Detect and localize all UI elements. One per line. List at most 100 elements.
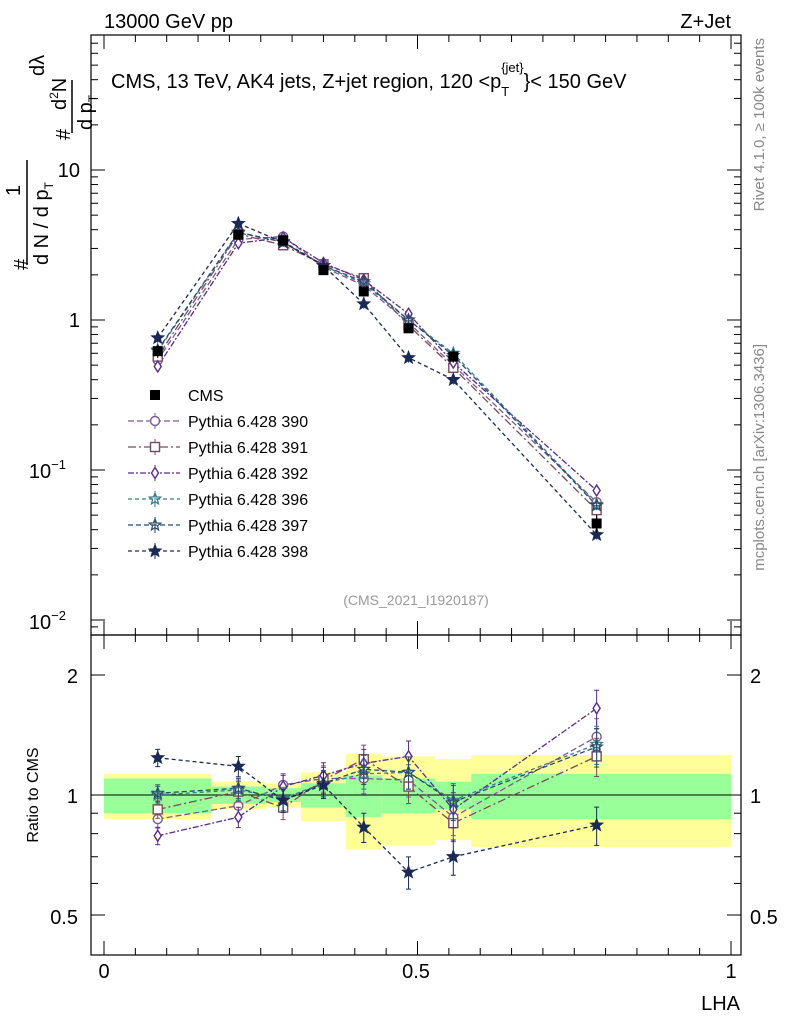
ratio-line-p391 bbox=[157, 755, 597, 824]
ylabel-den-text: d N / d p bbox=[31, 189, 53, 265]
ratio-point-p398 bbox=[356, 819, 372, 834]
series-line-p392 bbox=[157, 236, 598, 491]
legend-label-cms: CMS bbox=[188, 388, 224, 405]
ratio-band-stat bbox=[471, 773, 731, 820]
series-line-p397 bbox=[157, 231, 598, 506]
ratio-plot-content bbox=[91, 689, 741, 890]
ylabel-num-n: N bbox=[49, 78, 71, 92]
ylabel-dlambda: dλ bbox=[27, 55, 49, 76]
legend-label-p392: Pythia 6.428 392 bbox=[188, 466, 308, 483]
ratio-tick-label-2-right: 2 bbox=[750, 666, 761, 688]
ratio-point-p397 bbox=[231, 780, 246, 795]
xlabel: LHA bbox=[701, 993, 741, 1015]
cms-point bbox=[403, 323, 414, 334]
legend: CMS Pythia 6.428 390 Pythia 6.428 391 Pythi… bbox=[128, 388, 308, 561]
legend-label-p397: Pythia 6.428 397 bbox=[188, 518, 308, 535]
cms-point bbox=[233, 229, 244, 240]
x-ticks bbox=[103, 35, 732, 955]
cms-point bbox=[152, 346, 163, 357]
ylabel-num-d: d bbox=[49, 99, 71, 110]
mcplots-label: mcplots.cern.ch [arXiv:1306.3436] bbox=[751, 344, 768, 571]
ratio-y-ticks bbox=[91, 674, 741, 916]
x-tick-label-0: 0 bbox=[98, 961, 109, 983]
ylabel-den-sub: T bbox=[42, 181, 56, 189]
legend-label-p390: Pythia 6.428 390 bbox=[188, 414, 308, 431]
legend-marker-p390 bbox=[149, 415, 161, 427]
main-plot-content bbox=[150, 215, 605, 542]
ratio-plot: 2 1 0.5 2 1 0.5 0 0.5 1 bbox=[50, 35, 778, 983]
ratio-point-p392 bbox=[234, 810, 243, 824]
ylabel-den2-text: d p bbox=[75, 102, 97, 130]
ylabel-den: d N / d pT bbox=[31, 181, 56, 265]
ratio-ylabel: Ratio to CMS bbox=[25, 747, 42, 842]
plot-title-end: }< 150 GeV bbox=[524, 71, 628, 93]
ratio-tick-label-0.5: 0.5 bbox=[50, 907, 78, 929]
main-tick-label-0.01-base: 10 bbox=[29, 612, 51, 634]
point-p397 bbox=[589, 497, 604, 512]
ratio-point-p397 bbox=[589, 739, 604, 754]
ratio-point-p391 bbox=[152, 804, 163, 815]
main-tick-label-0.1-base: 10 bbox=[29, 461, 51, 483]
legend-marker-p396 bbox=[147, 491, 163, 506]
ratio-tick-label-2: 2 bbox=[67, 666, 78, 688]
point-p392 bbox=[234, 236, 243, 251]
legend-label-p391: Pythia 6.428 391 bbox=[188, 440, 308, 457]
ratio-point-p392 bbox=[153, 829, 163, 843]
legend-label-p396: Pythia 6.428 396 bbox=[188, 492, 308, 509]
ylabel-hash1: # bbox=[11, 258, 33, 270]
legend-marker-p391 bbox=[149, 441, 161, 453]
plot-title-sup: {jet} bbox=[501, 60, 524, 75]
x-tick-label-0.5: 0.5 bbox=[402, 961, 430, 983]
ratio-point-p397 bbox=[401, 764, 416, 779]
cms-point bbox=[318, 265, 329, 276]
ratio-point-p398 bbox=[589, 817, 605, 832]
point-p398 bbox=[230, 215, 246, 230]
main-plot: 10 1 10−1 10−2 CMS, 13 TeV, AK4 jets, Z+… bbox=[29, 34, 742, 636]
point-p392 bbox=[592, 483, 601, 498]
ylabel-one: 1 bbox=[3, 185, 25, 196]
legend-marker-p397 bbox=[147, 517, 163, 532]
cms-point bbox=[278, 235, 289, 246]
header-left: 13000 GeV pp bbox=[104, 11, 233, 33]
point-p398 bbox=[445, 371, 461, 386]
plot-title-main: CMS, 13 TeV, AK4 jets, Z+jet region, 120… bbox=[111, 71, 501, 93]
series-line-p396 bbox=[157, 232, 598, 505]
main-tick-label-10: 10 bbox=[58, 160, 80, 182]
ratio-point-p398 bbox=[401, 864, 417, 879]
plot-title-sub: T bbox=[501, 84, 509, 99]
ratio-point-p392 bbox=[592, 701, 601, 716]
cms-point bbox=[358, 286, 369, 297]
ratio-tick-label-1: 1 bbox=[67, 786, 78, 808]
ratio-tick-label-0.5-right: 0.5 bbox=[750, 907, 778, 929]
point-p397 bbox=[401, 312, 416, 327]
ratio-point-p398 bbox=[445, 848, 461, 864]
ratio-tick-label-1-right: 1 bbox=[750, 786, 761, 808]
legend-marker-p398 bbox=[147, 543, 163, 558]
legend-marker-p392 bbox=[150, 466, 160, 480]
legend-cms-marker bbox=[150, 390, 160, 400]
main-tick-label-0.1-exp: −1 bbox=[51, 457, 66, 472]
legend-label-p398: Pythia 6.428 398 bbox=[188, 544, 308, 561]
main-ylabel: # 1 d N / d pT # d2N d p T dλ bbox=[3, 55, 100, 270]
ratio-line-p397 bbox=[157, 746, 597, 803]
main-tick-label-0.1: 10−1 bbox=[29, 457, 66, 483]
header-right: Z+Jet bbox=[680, 11, 731, 33]
series-line-p390 bbox=[157, 235, 598, 503]
ylabel-hash2: # bbox=[53, 128, 75, 140]
ratio-point-p398 bbox=[316, 777, 331, 792]
cms-point bbox=[591, 518, 602, 529]
main-y-ticks bbox=[91, 42, 741, 628]
point-p392 bbox=[153, 359, 163, 374]
analysis-id: (CMS_2021_I1920187) bbox=[343, 592, 489, 608]
plot-title: CMS, 13 TeV, AK4 jets, Z+jet region, 120… bbox=[111, 60, 627, 99]
ratio-line-p396 bbox=[157, 743, 597, 801]
ratio-point-p398 bbox=[230, 758, 246, 773]
point-p398 bbox=[589, 526, 605, 542]
main-tick-label-0.01: 10−2 bbox=[29, 608, 66, 634]
point-p398 bbox=[401, 349, 417, 365]
series-line-p398 bbox=[157, 222, 598, 536]
rivet-label: Rivet 4.1.0, ≥ 100k events bbox=[751, 38, 768, 211]
ylabel-num: d2N bbox=[47, 78, 71, 110]
main-tick-label-1: 1 bbox=[69, 310, 80, 332]
